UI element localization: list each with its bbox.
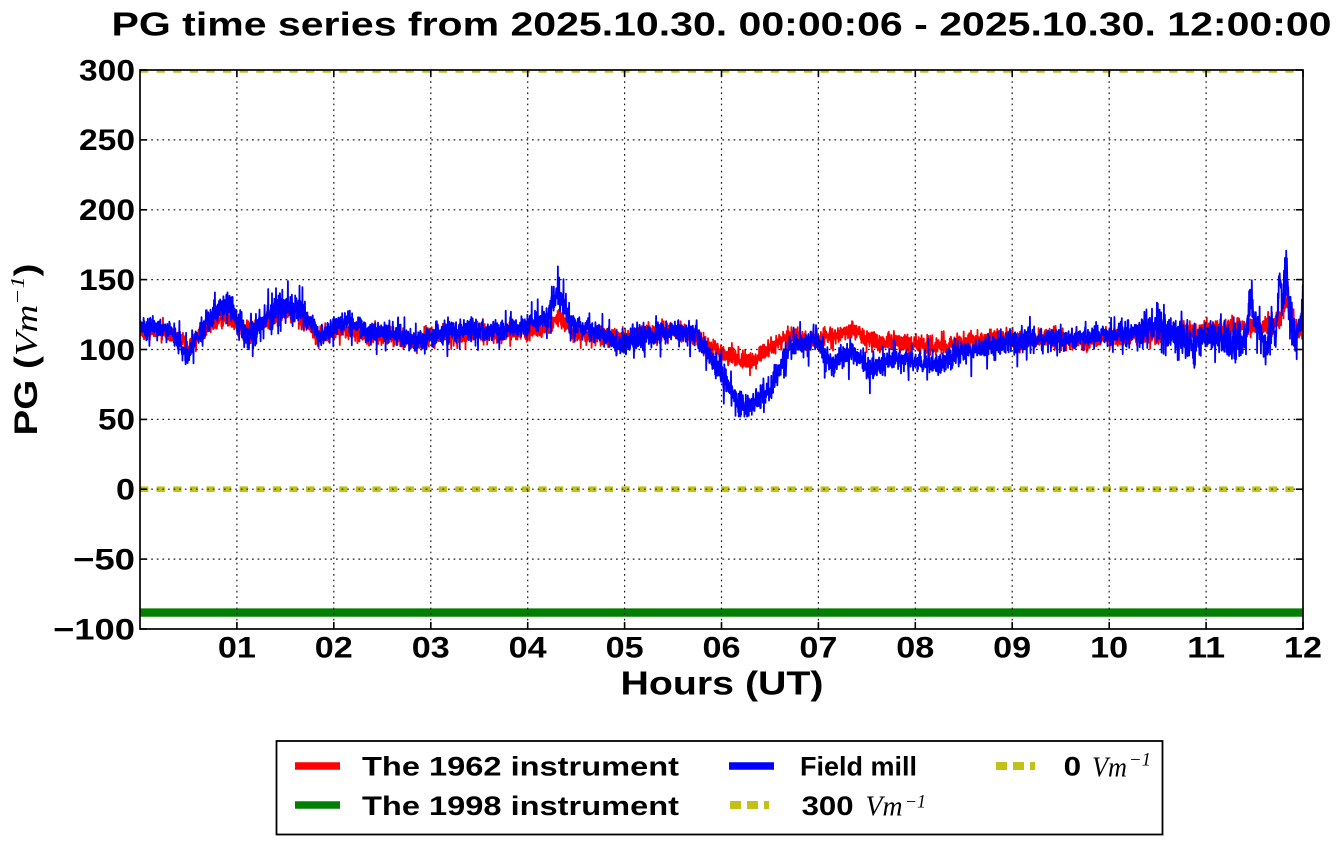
svg-text:PG time series from 2025.10.30: PG time series from 2025.10.30. 00:00:06… <box>112 6 1332 43</box>
svg-text:04: 04 <box>509 632 547 665</box>
svg-text:150: 150 <box>79 264 135 297</box>
svg-text:0: 0 <box>116 474 135 507</box>
svg-text:Vm: Vm <box>866 792 903 823</box>
svg-text:250: 250 <box>79 124 135 157</box>
svg-text:11: 11 <box>1187 632 1225 665</box>
svg-text:01: 01 <box>218 632 256 665</box>
svg-text:Field mill: Field mill <box>800 752 917 782</box>
svg-text:09: 09 <box>993 632 1031 665</box>
svg-text:Vm: Vm <box>1092 753 1127 784</box>
svg-text:300: 300 <box>79 54 135 87</box>
svg-text:300: 300 <box>802 791 854 821</box>
svg-text:08: 08 <box>896 632 934 665</box>
svg-text:0: 0 <box>1064 752 1082 782</box>
svg-text:02: 02 <box>315 632 353 665</box>
svg-text:Hours (UT): Hours (UT) <box>621 665 824 702</box>
svg-text:−100: −100 <box>53 613 135 646</box>
svg-text:50: 50 <box>98 404 135 437</box>
svg-text:−1: −1 <box>905 793 926 813</box>
svg-text:03: 03 <box>412 632 450 665</box>
svg-text:The 1962 instrument: The 1962 instrument <box>362 752 679 782</box>
svg-text:05: 05 <box>606 632 644 665</box>
svg-text:−50: −50 <box>73 543 135 576</box>
svg-text:100: 100 <box>79 334 135 367</box>
svg-text:12: 12 <box>1284 632 1322 665</box>
svg-text:The 1998 instrument: The 1998 instrument <box>362 791 679 821</box>
svg-text:06: 06 <box>703 632 741 665</box>
svg-text:07: 07 <box>799 632 837 665</box>
svg-text:200: 200 <box>79 194 135 227</box>
svg-text:PG (Vm−1): PG (Vm−1) <box>7 264 44 436</box>
svg-text:−1: −1 <box>1129 751 1151 771</box>
svg-text:10: 10 <box>1090 632 1128 665</box>
